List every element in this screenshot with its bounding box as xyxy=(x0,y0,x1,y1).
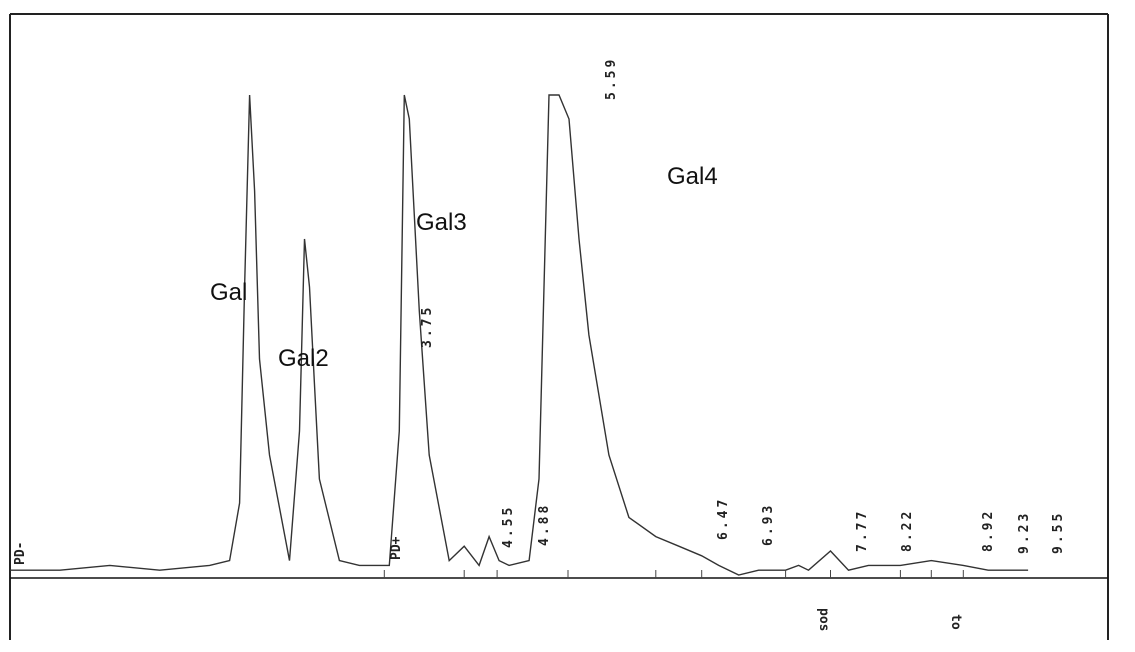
peak-name-gal2: Gal2 xyxy=(278,345,329,372)
bottom-label-to: to xyxy=(948,614,963,630)
rt-label-7-77: 7.77 xyxy=(855,509,870,552)
rt-label-8-92: 8.92 xyxy=(981,509,996,552)
peak-name-gal: Gal xyxy=(210,279,247,306)
chromatogram-trace xyxy=(10,94,1029,576)
rt-label-9-23: 9.23 xyxy=(1017,511,1032,554)
bottom-label-pos: pos xyxy=(816,608,831,631)
rt-label-3-75: 3.75 xyxy=(420,305,435,348)
rt-label-6-93: 6.93 xyxy=(761,503,776,546)
rt-label-8-22: 8.22 xyxy=(900,509,915,552)
marker-label-pd-minus: PD- xyxy=(13,542,28,565)
rt-label-9-55: 9.55 xyxy=(1051,511,1066,554)
peak-name-gal4: Gal4 xyxy=(667,163,718,190)
rt-label-4-55: 4.55 xyxy=(501,505,516,548)
rt-label-4-88: 4.88 xyxy=(537,503,552,546)
rt-label-5-59: 5.59 xyxy=(604,57,619,100)
peak-name-gal3: Gal3 xyxy=(416,209,467,236)
marker-label-pd-plus: PD+ xyxy=(389,536,404,560)
peak-marker-group xyxy=(383,570,964,578)
rt-label-6-47: 6.47 xyxy=(716,497,731,540)
